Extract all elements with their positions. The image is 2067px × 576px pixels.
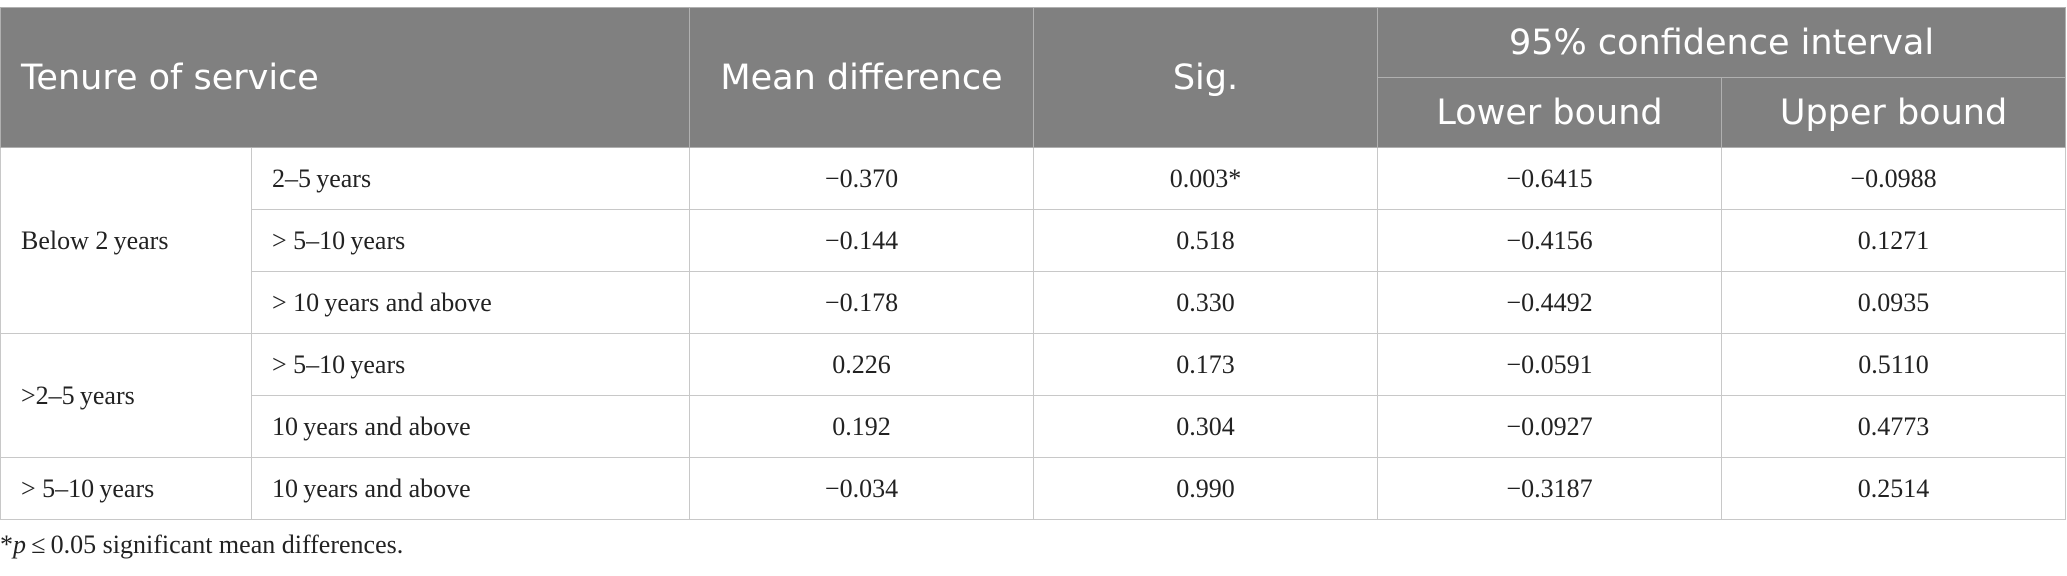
table-body: Below 2 years 2–5 years −0.370 0.003* −0.641… <box>0 147 2067 520</box>
sig-cell: 0.173 <box>1033 333 1378 396</box>
comparison-cell: 2–5 years <box>251 147 690 210</box>
group-label: >2–5 years <box>0 333 252 458</box>
sig-cell: 0.330 <box>1033 271 1378 334</box>
mean-difference-cell: 0.192 <box>689 395 1034 458</box>
mean-difference-cell: 0.226 <box>689 333 1034 396</box>
sig-cell: 0.003* <box>1033 147 1378 210</box>
header-confidence-interval: 95% confidence interval <box>1376 7 2067 78</box>
upper-bound-cell: −0.0988 <box>1720 147 2067 210</box>
upper-bound-cell: 0.0935 <box>1720 271 2067 334</box>
post-hoc-table: Tenure of service Mean difference Sig. 9… <box>0 7 2067 520</box>
mean-difference-cell: −0.178 <box>689 271 1034 334</box>
mean-difference-cell: −0.370 <box>689 147 1034 210</box>
lower-bound-cell: −0.6415 <box>1377 147 1722 210</box>
comparison-cell: > 5–10 years <box>251 209 690 272</box>
footnote-text: ≤ 0.05 significant mean differences. <box>26 530 404 559</box>
footnote: *p ≤ 0.05 significant mean differences. <box>0 530 403 560</box>
mean-difference-cell: −0.034 <box>689 457 1034 520</box>
upper-bound-cell: 0.5110 <box>1720 333 2067 396</box>
comparison-cell: > 10 years and above <box>251 271 690 334</box>
upper-bound-cell: 0.2514 <box>1720 457 2067 520</box>
table-row: >2–5 years > 5–10 years 0.226 0.173 −0.0591 0… <box>0 333 2067 458</box>
table-row: > 5–10 years 10 years and above −0.034 0.99… <box>0 457 2067 520</box>
table-row: > 10 years and above −0.178 0.330 −0.4492 0.… <box>1 271 2067 334</box>
lower-bound-cell: −0.0591 <box>1377 333 1722 396</box>
lower-bound-cell: −0.3187 <box>1377 457 1722 520</box>
comparison-cell: 10 years and above <box>251 395 690 458</box>
comparison-cell: > 5–10 years <box>251 333 690 396</box>
header-mean-difference: Mean difference <box>689 7 1034 148</box>
table-row: 10 years and above 0.192 0.304 −0.0927 0.477… <box>1 395 2067 458</box>
table-row: Below 2 years 2–5 years −0.370 0.003* −0.641… <box>0 147 2067 334</box>
sig-cell: 0.304 <box>1033 395 1378 458</box>
comparison-cell: 10 years and above <box>251 457 690 520</box>
results-table-container: Tenure of service Mean difference Sig. 9… <box>0 7 2067 520</box>
upper-bound-cell: 0.4773 <box>1720 395 2067 458</box>
lower-bound-cell: −0.4492 <box>1377 271 1722 334</box>
lower-bound-cell: −0.0927 <box>1377 395 1722 458</box>
footnote-p: p <box>13 530 26 559</box>
header-lower-bound: Lower bound <box>1377 77 1722 148</box>
table-row: > 5–10 years −0.144 0.518 −0.4156 0.1271 <box>1 209 2067 272</box>
sig-cell: 0.518 <box>1033 209 1378 272</box>
group-label: Below 2 years <box>0 147 252 334</box>
upper-bound-cell: 0.1271 <box>1720 209 2067 272</box>
sig-cell: 0.990 <box>1033 457 1378 520</box>
mean-difference-cell: −0.144 <box>689 209 1034 272</box>
footnote-star: * <box>0 530 13 559</box>
header-tenure: Tenure of service <box>0 7 690 148</box>
header-sig: Sig. <box>1033 7 1378 148</box>
header-upper-bound: Upper bound <box>1720 77 2067 148</box>
lower-bound-cell: −0.4156 <box>1377 209 1722 272</box>
group-label: > 5–10 years <box>0 457 252 520</box>
